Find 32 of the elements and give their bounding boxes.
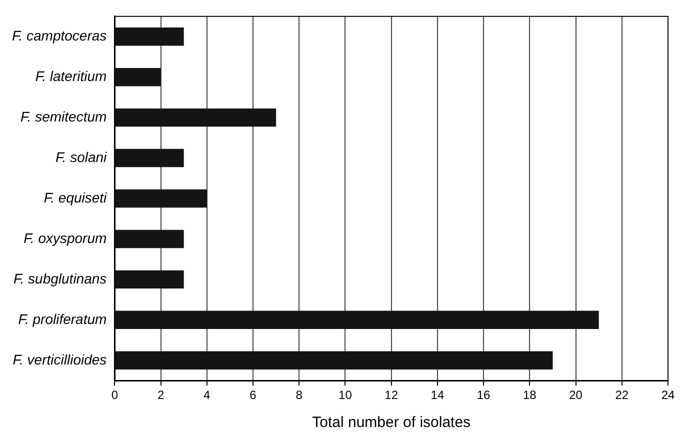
bar	[115, 68, 161, 86]
x-tick-label: 6	[250, 388, 257, 402]
x-tick-label: 4	[204, 388, 211, 402]
bar	[115, 189, 207, 208]
x-tick-label: 0	[111, 388, 118, 402]
y-tick-label: F. lateritium	[35, 68, 107, 84]
y-tick-label: F. verticillioides	[12, 351, 107, 368]
x-tick-label: 22	[615, 388, 629, 402]
x-tick-label: 12	[384, 388, 398, 402]
x-tick-label: 20	[569, 388, 583, 402]
y-tick-label: F. subglutinans	[14, 270, 107, 286]
bar	[115, 28, 184, 46]
bar	[115, 148, 184, 168]
bar	[115, 310, 599, 330]
x-tick-label: 2	[157, 388, 164, 402]
bar	[115, 108, 276, 127]
bar	[115, 351, 553, 370]
x-tick-label: 8	[296, 388, 303, 402]
x-axis-title: Total number of isolates	[312, 414, 471, 432]
x-tick-label: 14	[430, 388, 444, 402]
y-tick-label: F. proliferatum	[18, 310, 107, 327]
bar	[115, 270, 184, 289]
x-tick-label: 18	[522, 388, 537, 402]
y-tick-label: F. semitectum	[20, 108, 107, 124]
y-tick-label: F. oxysporum	[24, 230, 108, 246]
y-tick-label: F. solani	[56, 148, 108, 165]
x-tick-label: 16	[476, 388, 491, 402]
x-tick-label: 10	[338, 388, 352, 402]
y-tick-label: F. equiseti	[44, 189, 108, 206]
y-tick-label: F. camptoceras	[12, 28, 107, 44]
bar	[115, 230, 184, 248]
x-tick-label: 24	[661, 388, 675, 402]
